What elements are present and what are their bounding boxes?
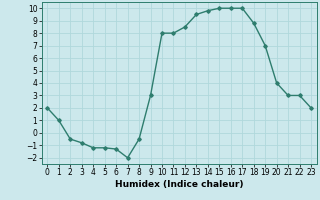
X-axis label: Humidex (Indice chaleur): Humidex (Indice chaleur) — [115, 180, 244, 189]
